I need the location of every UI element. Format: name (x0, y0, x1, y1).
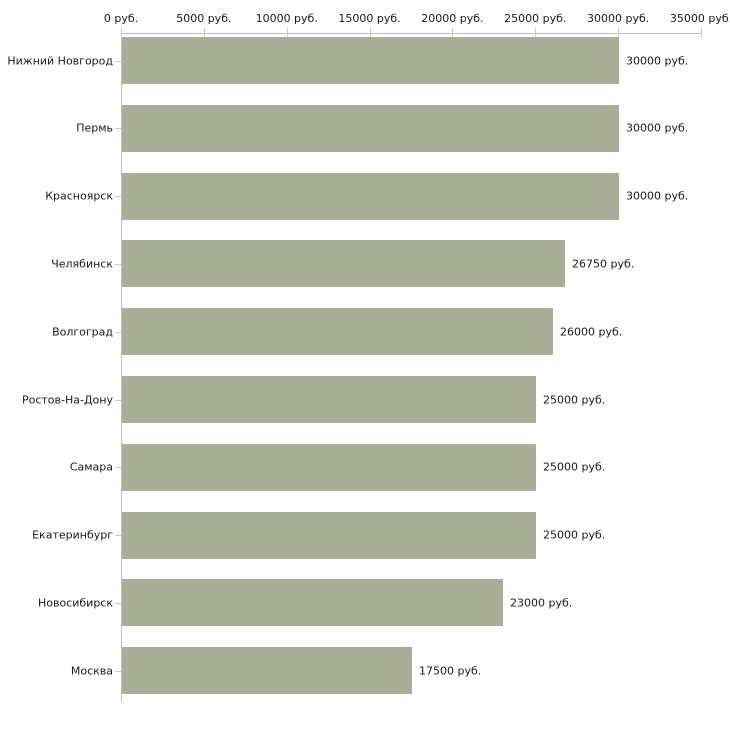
x-tick (203, 28, 205, 37)
bar (122, 376, 536, 423)
x-tick-label: 25000 руб. (504, 12, 567, 25)
value-label: 25000 руб. (543, 393, 606, 406)
value-label: 23000 руб. (510, 596, 573, 610)
x-tick (535, 28, 537, 37)
x-tick-label: 5000 руб. (176, 12, 232, 25)
value-label: 26000 руб. (560, 325, 623, 339)
y-tick (115, 399, 121, 401)
y-tick (115, 128, 121, 130)
bar (122, 579, 503, 627)
value-label: 17500 руб. (419, 664, 482, 678)
y-tick (115, 60, 121, 62)
x-tick-label: 35000 руб. (669, 12, 730, 25)
bar (122, 172, 619, 220)
category-label: Нижний Новгород (7, 54, 113, 67)
y-tick (115, 263, 121, 265)
x-tick (618, 28, 620, 37)
value-label: 26750 руб. (572, 257, 635, 271)
x-tick-label: 0 руб. (103, 12, 139, 25)
category-label: Волгоград (52, 325, 113, 339)
category-label: Москва (70, 664, 113, 678)
category-label: Красноярск (45, 189, 113, 203)
category-label: Екатеринбург (32, 528, 113, 542)
category-label: Челябинск (51, 257, 113, 271)
y-axis-line (121, 33, 122, 702)
x-tick (452, 28, 454, 37)
x-tick-label: 10000 руб. (255, 12, 318, 25)
y-tick (115, 331, 121, 333)
bar (122, 104, 619, 152)
value-label: 25000 руб. (543, 528, 606, 542)
value-label: 30000 руб. (626, 121, 689, 135)
bar (122, 511, 536, 559)
x-tick (369, 28, 371, 37)
y-tick (115, 535, 121, 537)
bar (122, 647, 412, 695)
x-tick (121, 28, 122, 37)
x-tick-label: 15000 руб. (338, 12, 401, 25)
y-tick (115, 602, 121, 604)
y-tick (115, 670, 121, 672)
bar (122, 443, 536, 491)
category-label: Пермь (76, 121, 113, 135)
category-label: Новосибирск (37, 596, 113, 610)
category-label: Ростов-На-Дону (21, 393, 113, 406)
value-label: 30000 руб. (626, 189, 689, 203)
y-tick (115, 196, 121, 198)
x-tick-label: 20000 руб. (421, 12, 484, 25)
bar (122, 240, 565, 288)
value-label: 25000 руб. (543, 460, 606, 474)
value-label: 30000 руб. (626, 54, 689, 67)
x-axis-line (121, 33, 702, 34)
bar (122, 37, 619, 84)
category-label: Самара (69, 460, 113, 474)
y-tick (115, 467, 121, 469)
bar (122, 308, 553, 356)
x-tick (701, 28, 702, 37)
x-tick (286, 28, 288, 37)
x-tick-label: 30000 руб. (587, 12, 650, 25)
